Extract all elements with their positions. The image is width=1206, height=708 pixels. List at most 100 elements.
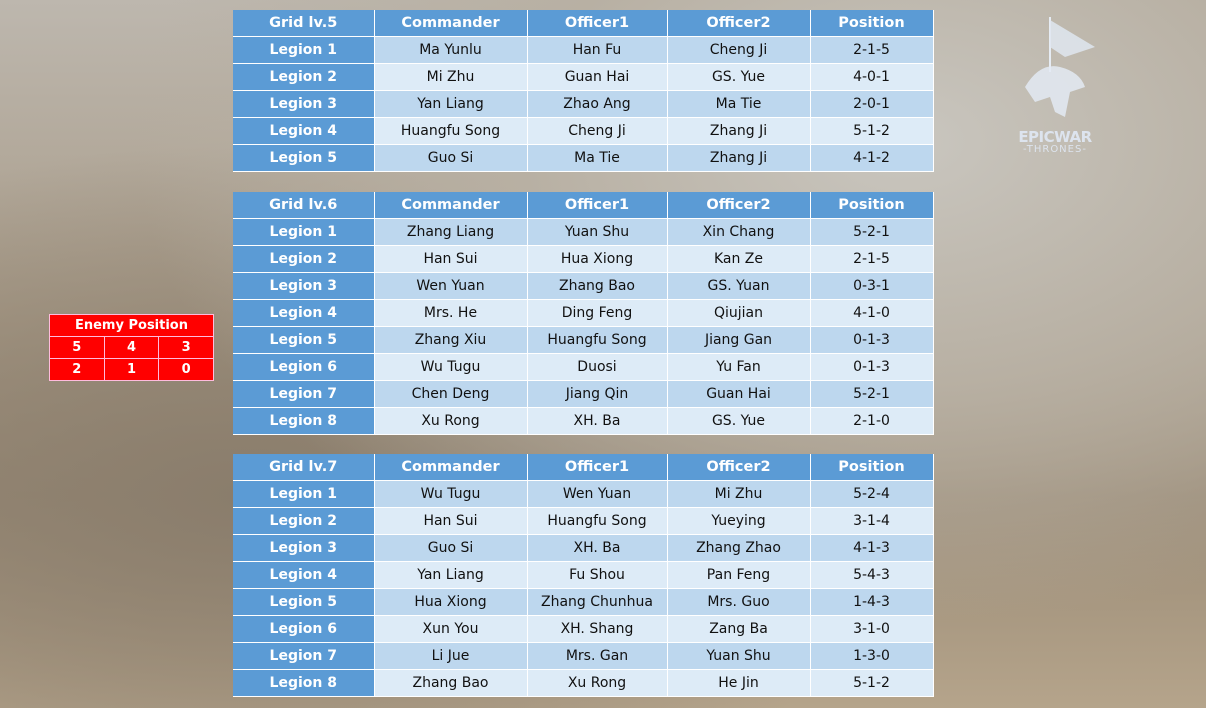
table-row: Legion 1 Ma Yunlu Han Fu Cheng Ji 2-1-5 (233, 36, 934, 64)
commander-cell: Wu Tugu (374, 353, 528, 381)
enemy-cell: 4 (103, 336, 160, 359)
position-cell: 1-4-3 (810, 588, 934, 616)
officer2-cell: Qiujian (667, 299, 811, 327)
position-cell: 2-0-1 (810, 90, 934, 118)
grid-table: Grid lv.6 Commander Officer1 Officer2 Positi… (233, 192, 934, 435)
table-row: Legion 3 Guo Si XH. Ba Zhang Zhao 4-1-3 (233, 534, 934, 562)
header-row: Grid lv.5 Commander Officer1 Officer2 Positi… (233, 10, 934, 37)
officer1-cell: Han Fu (527, 36, 668, 64)
table-row: Legion 4 Yan Liang Fu Shou Pan Feng 5-4-3 (233, 561, 934, 589)
column-header: Position (810, 192, 934, 219)
officer2-cell: Yuan Shu (667, 642, 811, 670)
legion-label: Legion 6 (233, 353, 375, 381)
officer2-cell: Zhang Ji (667, 117, 811, 145)
position-cell: 4-1-2 (810, 144, 934, 172)
commander-cell: Huangfu Song (374, 117, 528, 145)
officer1-cell: Ding Feng (527, 299, 668, 327)
position-cell: 5-2-4 (810, 480, 934, 508)
officer1-cell: Wen Yuan (527, 480, 668, 508)
header-row: Grid lv.7 Commander Officer1 Officer2 Positi… (233, 454, 934, 481)
officer2-cell: Xin Chang (667, 218, 811, 246)
position-cell: 0-3-1 (810, 272, 934, 300)
officer2-cell: Yueying (667, 507, 811, 535)
position-cell: 2-1-0 (810, 407, 934, 435)
legion-label: Legion 3 (233, 90, 375, 118)
officer1-cell: Ma Tie (527, 144, 668, 172)
commander-cell: Hua Xiong (374, 588, 528, 616)
enemy-cell: 0 (158, 358, 214, 381)
table-row: Legion 4 Mrs. He Ding Feng Qiujian 4-1-0 (233, 299, 934, 327)
table-row: Legion 3 Yan Liang Zhao Ang Ma Tie 2-0-1 (233, 90, 934, 118)
officer1-cell: Hua Xiong (527, 245, 668, 273)
position-cell: 2-1-5 (810, 36, 934, 64)
legion-label: Legion 7 (233, 642, 375, 670)
legion-label: Legion 7 (233, 380, 375, 408)
table-row: Legion 3 Wen Yuan Zhang Bao GS. Yuan 0-3-1 (233, 272, 934, 300)
officer1-cell: Duosi (527, 353, 668, 381)
legion-label: Legion 8 (233, 669, 375, 697)
officer1-cell: Jiang Qin (527, 380, 668, 408)
officer2-cell: Zang Ba (667, 615, 811, 643)
legion-label: Legion 2 (233, 63, 375, 91)
table-row: Legion 2 Han Sui Hua Xiong Kan Ze 2-1-5 (233, 245, 934, 273)
legion-label: Legion 2 (233, 507, 375, 535)
grid-level-header: Grid lv.7 (233, 454, 375, 481)
table-row: Legion 2 Mi Zhu Guan Hai GS. Yue 4-0-1 (233, 63, 934, 91)
legion-label: Legion 4 (233, 117, 375, 145)
officer1-cell: XH. Shang (527, 615, 668, 643)
position-cell: 5-4-3 (810, 561, 934, 589)
officer2-cell: Zhang Zhao (667, 534, 811, 562)
table-row: Legion 5 Guo Si Ma Tie Zhang Ji 4-1-2 (233, 144, 934, 172)
legion-label: Legion 1 (233, 218, 375, 246)
legion-label: Legion 3 (233, 272, 375, 300)
table-row: Legion 8 Xu Rong XH. Ba GS. Yue 2-1-0 (233, 407, 934, 435)
commander-cell: Chen Deng (374, 380, 528, 408)
enemy-cell: 5 (49, 336, 105, 359)
table-row: Legion 2 Han Sui Huangfu Song Yueying 3-1-4 (233, 507, 934, 535)
officer1-cell: Cheng Ji (527, 117, 668, 145)
commander-cell: Zhang Bao (374, 669, 528, 697)
legion-label: Legion 1 (233, 36, 375, 64)
commander-cell: Guo Si (374, 534, 528, 562)
commander-cell: Wu Tugu (374, 480, 528, 508)
column-header: Officer1 (527, 10, 668, 37)
position-cell: 4-0-1 (810, 63, 934, 91)
legion-label: Legion 8 (233, 407, 375, 435)
enemy-cell: 2 (49, 358, 105, 381)
legion-label: Legion 5 (233, 144, 375, 172)
position-cell: 5-1-2 (810, 117, 934, 145)
commander-cell: Han Sui (374, 507, 528, 535)
table-row: Legion 6 Xun You XH. Shang Zang Ba 3-1-0 (233, 615, 934, 643)
officer1-cell: Zhang Bao (527, 272, 668, 300)
enemy-position-title: Enemy Position (49, 314, 214, 337)
position-cell: 2-1-5 (810, 245, 934, 273)
position-cell: 4-1-0 (810, 299, 934, 327)
officer2-cell: Kan Ze (667, 245, 811, 273)
legion-label: Legion 5 (233, 326, 375, 354)
epicwar-thrones-logo: EPICWAR -THRONES- (1000, 12, 1110, 157)
table-row: Legion 5 Zhang Xiu Huangfu Song Jiang Gan 0-… (233, 326, 934, 354)
commander-cell: Han Sui (374, 245, 528, 273)
commander-cell: Yan Liang (374, 90, 528, 118)
legion-label: Legion 2 (233, 245, 375, 273)
officer2-cell: Guan Hai (667, 380, 811, 408)
officer2-cell: Yu Fan (667, 353, 811, 381)
officer2-cell: Jiang Gan (667, 326, 811, 354)
table-row: Legion 4 Huangfu Song Cheng Ji Zhang Ji 5-1-… (233, 117, 934, 145)
commander-cell: Wen Yuan (374, 272, 528, 300)
position-cell: 0-1-3 (810, 326, 934, 354)
column-header: Officer2 (667, 192, 811, 219)
commander-cell: Zhang Xiu (374, 326, 528, 354)
commander-cell: Ma Yunlu (374, 36, 528, 64)
horseman-flag-icon (1025, 17, 1095, 117)
position-cell: 4-1-3 (810, 534, 934, 562)
table-row: Legion 1 Wu Tugu Wen Yuan Mi Zhu 5-2-4 (233, 480, 934, 508)
table-row: Legion 7 Li Jue Mrs. Gan Yuan Shu 1-3-0 (233, 642, 934, 670)
column-header: Officer2 (667, 454, 811, 481)
grid-level-header: Grid lv.5 (233, 10, 375, 37)
officer2-cell: Zhang Ji (667, 144, 811, 172)
commander-cell: Xu Rong (374, 407, 528, 435)
column-header: Officer1 (527, 192, 668, 219)
officer1-cell: Fu Shou (527, 561, 668, 589)
